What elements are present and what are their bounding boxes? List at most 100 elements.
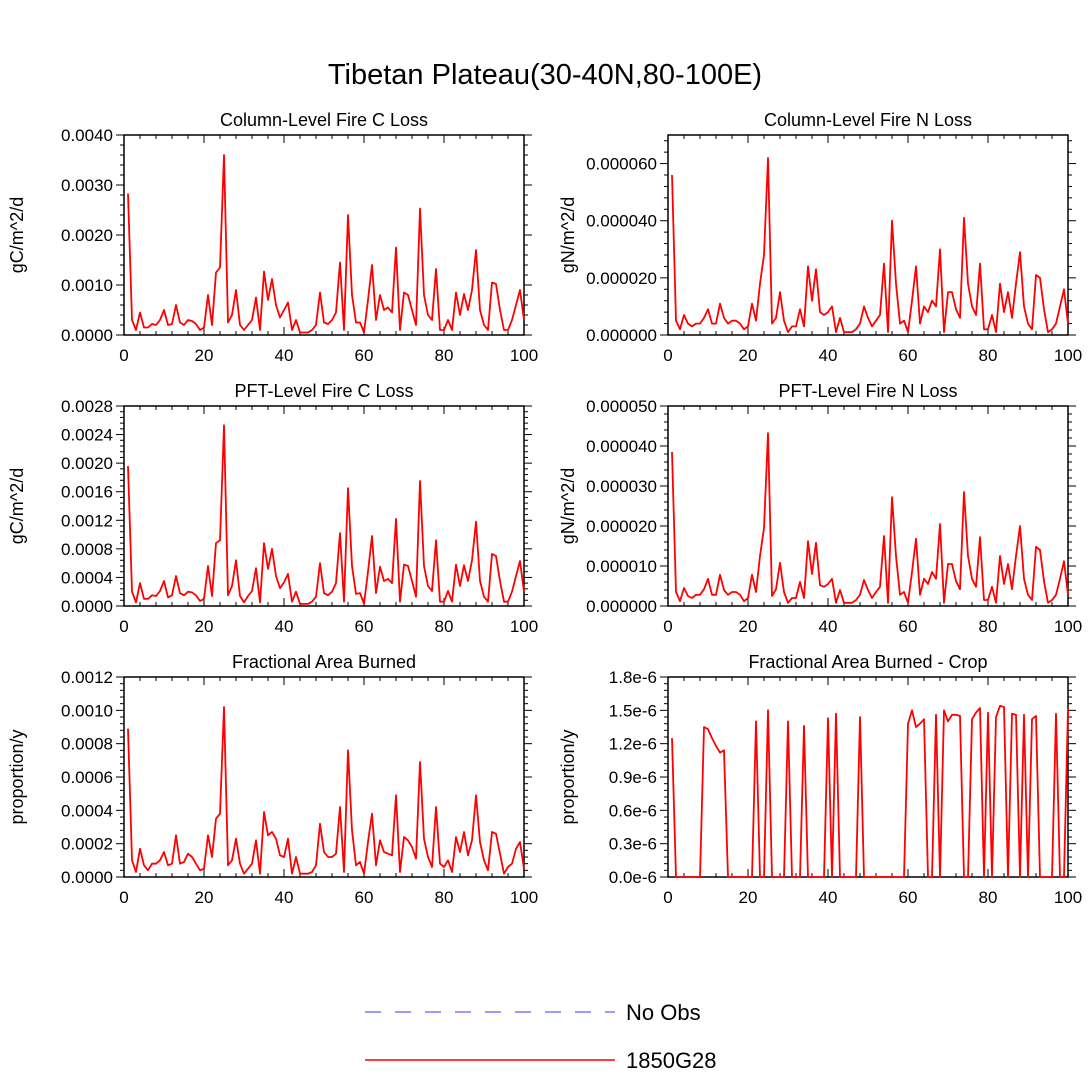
y-tick-label: 0.0000 (61, 597, 113, 616)
x-tick-label: 40 (819, 346, 838, 365)
y-tick-label: 0.000060 (586, 155, 657, 174)
series-line-1850g28 (127, 424, 525, 605)
chart-column-level-fire-c-loss: Column-Level Fire C Loss gC/m^2/d 0 20 40 60 8… (7, 110, 538, 365)
x-tick-label: 20 (739, 888, 758, 907)
y-tick-label: 0.000020 (586, 517, 657, 536)
x-tick-label: 100 (1054, 888, 1082, 907)
y-tick-label: 0.0012 (61, 668, 113, 687)
series-line-1850g28 (671, 156, 1069, 334)
y-tick-label: 0.000010 (586, 557, 657, 576)
x-tick-label: 0 (119, 888, 128, 907)
x-tick-label: 20 (739, 346, 758, 365)
legend: No Obs 1850G28 (365, 1000, 717, 1073)
figure-title: Tibetan Plateau(30-40N,80-100E) (328, 59, 762, 91)
y-tick-label: 0.0040 (61, 126, 113, 145)
x-tick-label: 80 (435, 617, 454, 636)
x-tick-label: 0 (119, 346, 128, 365)
y-tick-label: 0.0020 (61, 454, 113, 473)
y-tick-label: 0.0006 (61, 768, 113, 787)
y-tick-label: 0.0030 (61, 176, 113, 195)
y-tick-label: 0.0008 (61, 540, 113, 559)
y-tick-label: 0.0010 (61, 276, 113, 295)
chart-title: PFT-Level Fire N Loss (778, 381, 957, 401)
x-tick-label: 20 (195, 617, 214, 636)
y-axis-label: gC/m^2/d (7, 197, 27, 273)
series-line-1850g28 (671, 705, 1069, 878)
y-tick-label: 0.6e-6 (609, 801, 657, 820)
y-axis-label: gC/m^2/d (7, 468, 27, 544)
chart-title: Column-Level Fire C Loss (220, 110, 428, 130)
x-tick-label: 0 (663, 617, 672, 636)
y-axis-label: gN/m^2/d (558, 468, 578, 544)
y-tick-label: 0.0028 (61, 397, 113, 416)
x-tick-label: 40 (819, 617, 838, 636)
x-tick-label: 60 (899, 346, 918, 365)
y-tick-label: 0.0008 (61, 735, 113, 754)
chart-column-level-fire-n-loss: Column-Level Fire N Loss gN/m^2/d 0 20 40 60 8… (558, 110, 1082, 365)
chart-title: Fractional Area Burned - Crop (748, 652, 987, 672)
y-tick-label: 0.0020 (61, 226, 113, 245)
x-tick-label: 20 (195, 888, 214, 907)
chart-fractional-area-burned: Fractional Area Burned proportion/y 0 20 40 6… (7, 652, 538, 907)
x-tick-label: 100 (510, 888, 538, 907)
y-tick-label: 0.0e-6 (609, 868, 657, 887)
y-tick-label: 0.000020 (586, 269, 657, 288)
y-tick-label: 0.0010 (61, 701, 113, 720)
x-tick-label: 80 (435, 346, 454, 365)
x-tick-label: 80 (979, 346, 998, 365)
y-tick-label: 0.000000 (586, 597, 657, 616)
y-tick-label: 0.000040 (586, 437, 657, 456)
x-tick-label: 40 (819, 888, 838, 907)
chart-pft-level-fire-n-loss: PFT-Level Fire N Loss gN/m^2/d 0 20 40 60 80 10… (558, 381, 1082, 636)
plot-frame (123, 134, 525, 336)
y-tick-label: 0.000050 (586, 397, 657, 416)
y-tick-label: 0.0004 (61, 568, 113, 587)
y-tick-label: 0.000040 (586, 212, 657, 231)
plot-frame (667, 134, 1069, 336)
y-tick-label: 0.000030 (586, 477, 657, 496)
y-tick-label: 0.9e-6 (609, 768, 657, 787)
x-tick-label: 60 (899, 888, 918, 907)
x-tick-label: 100 (1054, 346, 1082, 365)
chart-title: Column-Level Fire N Loss (764, 110, 972, 130)
x-tick-label: 0 (119, 617, 128, 636)
x-tick-label: 40 (275, 346, 294, 365)
x-tick-label: 80 (435, 888, 454, 907)
series-line-1850g28 (127, 706, 525, 875)
series-line-1850g28 (127, 154, 525, 334)
x-tick-label: 100 (510, 346, 538, 365)
y-tick-label: 1.5e-6 (609, 701, 657, 720)
x-tick-label: 100 (510, 617, 538, 636)
chart-fractional-area-burned-crop: Fractional Area Burned - Crop proportion/… (558, 652, 1082, 907)
chart-title: PFT-Level Fire C Loss (234, 381, 413, 401)
y-tick-label: 0.0004 (61, 801, 113, 820)
plot-frame (667, 405, 1069, 607)
x-tick-label: 80 (979, 888, 998, 907)
x-tick-label: 80 (979, 617, 998, 636)
x-tick-label: 0 (663, 888, 672, 907)
y-axis-label: proportion/y (558, 729, 578, 824)
x-tick-label: 60 (355, 346, 374, 365)
y-tick-label: 0.0012 (61, 511, 113, 530)
legend-1850g28-label: 1850G28 (626, 1048, 717, 1073)
y-tick-label: 0.0016 (61, 483, 113, 502)
chart-title: Fractional Area Burned (232, 652, 416, 672)
x-tick-label: 20 (195, 346, 214, 365)
y-tick-label: 1.8e-6 (609, 668, 657, 687)
y-tick-label: 0.000000 (586, 326, 657, 345)
chart-pft-level-fire-c-loss: PFT-Level Fire C Loss gC/m^2/d 0 20 40 60 80 10… (7, 381, 538, 636)
y-axis-label: gN/m^2/d (558, 197, 578, 273)
x-tick-label: 60 (355, 888, 374, 907)
plot-frame (123, 405, 525, 607)
y-tick-label: 0.0000 (61, 868, 113, 887)
x-tick-label: 40 (275, 888, 294, 907)
y-tick-label: 0.0000 (61, 326, 113, 345)
y-axis-label: proportion/y (7, 729, 27, 824)
x-tick-label: 60 (899, 617, 918, 636)
series-line-1850g28 (671, 432, 1069, 604)
x-tick-label: 100 (1054, 617, 1082, 636)
y-tick-label: 0.3e-6 (609, 835, 657, 854)
x-tick-label: 40 (275, 617, 294, 636)
legend-no-obs-label: No Obs (626, 1000, 701, 1025)
